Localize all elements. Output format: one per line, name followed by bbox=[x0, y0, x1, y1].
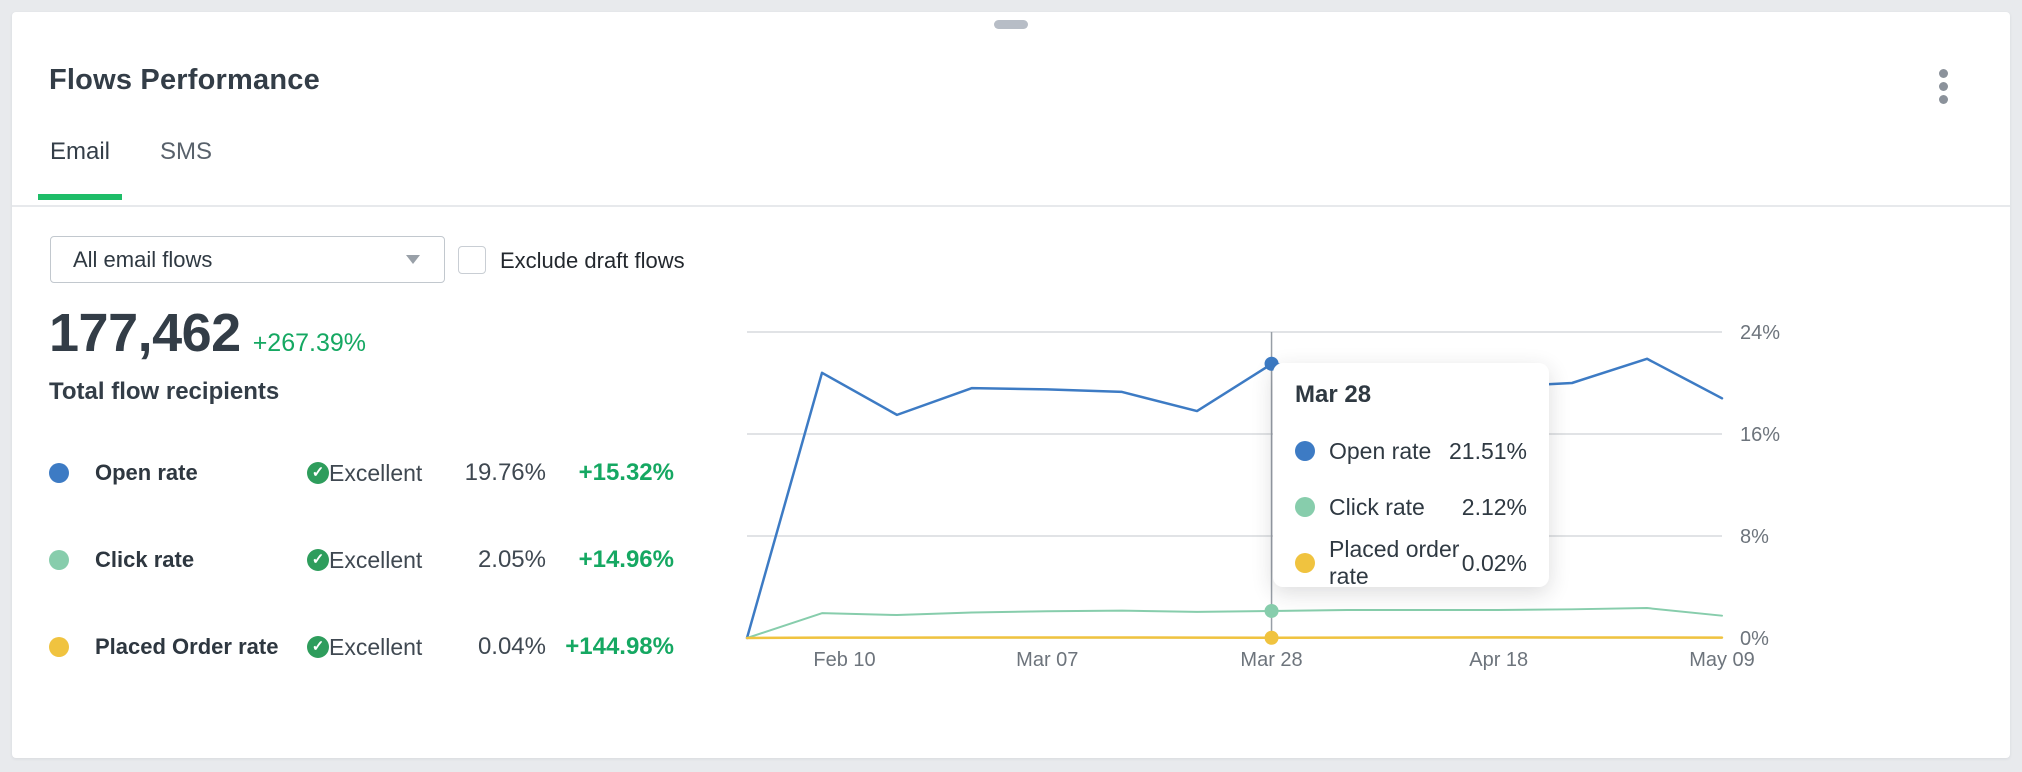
metric-value: 2.05% bbox=[477, 546, 546, 573]
y-axis-tick-label: 8% bbox=[1740, 526, 1769, 548]
flows-performance-card: Flows Performance Email SMS All email fl… bbox=[12, 12, 2010, 758]
y-axis-tick-label: 0% bbox=[1740, 628, 1769, 650]
chevron-down-icon bbox=[406, 255, 420, 264]
metric-name: Placed Order rate bbox=[95, 634, 279, 659]
tab-sms[interactable]: SMS bbox=[148, 138, 224, 200]
open-rate-dot-icon bbox=[49, 463, 69, 483]
x-axis-tick-label: May 09 bbox=[1689, 649, 1755, 671]
flow-filter-dropdown[interactable]: All email flows bbox=[50, 236, 445, 283]
click-rate-dot-icon bbox=[49, 550, 69, 570]
line-chart-svg[interactable]: 24% 16% 8% 0% Feb 10 Mar 07 Mar 28 Apr 18 May 09 bbox=[712, 312, 1800, 680]
tab-email[interactable]: Email bbox=[38, 138, 123, 200]
rating-text: Excellent bbox=[329, 459, 423, 486]
metric-row-open-rate[interactable]: Open rate ✓ Excellent 19.76% +15.32% bbox=[49, 455, 674, 491]
tooltip-row-open-rate: Open rate 21.51% bbox=[1295, 437, 1527, 465]
x-axis-tick-label: Mar 07 bbox=[1016, 649, 1078, 671]
tooltip-row-placed-order-rate: Placed order rate 0.02% bbox=[1295, 536, 1527, 589]
total-recipients-delta: +267.39% bbox=[252, 329, 366, 357]
metric-delta: +14.96% bbox=[578, 546, 674, 573]
rating-badge: ✓ Excellent bbox=[307, 634, 441, 661]
y-axis-tick-label: 16% bbox=[1740, 424, 1780, 446]
placed-order-rate-dot-icon bbox=[49, 637, 69, 657]
exclude-draft-checkbox[interactable] bbox=[458, 246, 486, 274]
tabs-divider bbox=[12, 205, 2010, 207]
series-line bbox=[746, 607, 1723, 639]
flows-performance-chart[interactable]: 24% 16% 8% 0% Feb 10 Mar 07 Mar 28 Apr 18 May 09 bbox=[712, 312, 1800, 680]
page-title: Flows Performance bbox=[49, 64, 320, 96]
flow-filter-value: All email flows bbox=[73, 246, 213, 272]
metric-row-click-rate[interactable]: Click rate ✓ Excellent 2.05% +14.96% bbox=[49, 542, 674, 578]
tooltip-row-click-rate: Click rate 2.12% bbox=[1295, 493, 1527, 521]
hover-point bbox=[1264, 603, 1279, 618]
y-axis-tick-label: 24% bbox=[1740, 322, 1780, 344]
check-circle-icon: ✓ bbox=[307, 636, 329, 658]
x-axis-tick-label: Feb 10 bbox=[813, 649, 875, 671]
series-line bbox=[745, 357, 1724, 640]
rating-text: Excellent bbox=[329, 633, 423, 660]
metric-value: 0.04% bbox=[477, 633, 546, 660]
drag-handle[interactable] bbox=[994, 20, 1028, 29]
x-axis-tick-label: Mar 28 bbox=[1240, 649, 1302, 671]
placed-order-rate-dot-icon bbox=[1295, 553, 1315, 573]
metric-value: 19.76% bbox=[464, 459, 546, 486]
metric-name: Click rate bbox=[95, 547, 195, 572]
check-circle-icon: ✓ bbox=[307, 462, 329, 484]
series-line bbox=[745, 636, 1724, 640]
rating-text: Excellent bbox=[329, 546, 423, 573]
tab-bar: Email SMS bbox=[38, 138, 224, 200]
rating-badge: ✓ Excellent bbox=[307, 547, 441, 574]
chart-tooltip: Mar 28 Open rate 21.51% Click rate 2.12%… bbox=[1273, 363, 1549, 589]
check-circle-icon: ✓ bbox=[307, 549, 329, 571]
open-rate-dot-icon bbox=[1295, 441, 1315, 461]
click-rate-dot-icon bbox=[1295, 497, 1315, 517]
x-axis-tick-label: Apr 18 bbox=[1469, 649, 1528, 671]
total-recipients-label: Total flow recipients bbox=[49, 378, 280, 405]
metric-delta: +15.32% bbox=[578, 459, 674, 486]
rating-badge: ✓ Excellent bbox=[307, 460, 441, 487]
metric-name: Open rate bbox=[95, 460, 198, 485]
total-recipients-summary: 177,462 +267.39% bbox=[49, 302, 366, 364]
hover-point bbox=[1264, 630, 1279, 645]
total-recipients-value: 177,462 bbox=[49, 303, 241, 363]
metric-row-placed-order-rate[interactable]: Placed Order rate ✓ Excellent 0.04% +144… bbox=[49, 629, 674, 665]
exclude-draft-label: Exclude draft flows bbox=[500, 248, 685, 273]
kebab-menu-icon[interactable] bbox=[1926, 60, 1960, 112]
tooltip-date: Mar 28 bbox=[1295, 381, 1372, 408]
metric-delta: +144.98% bbox=[565, 633, 674, 660]
